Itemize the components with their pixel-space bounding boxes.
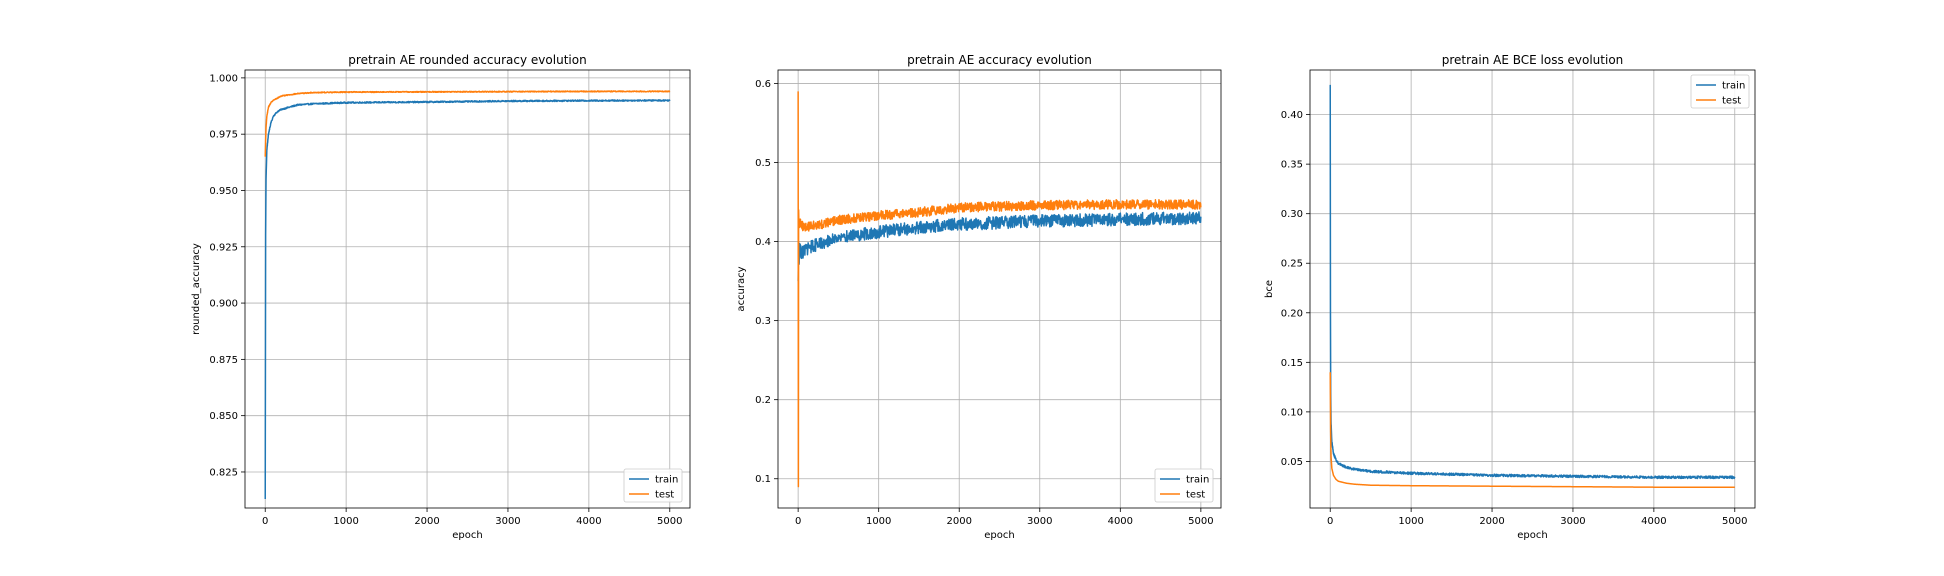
legend-label-train: train xyxy=(1186,475,1209,486)
x-tick-label: 4000 xyxy=(1641,516,1666,527)
series-line-train xyxy=(797,211,1202,282)
x-tick-label: 1000 xyxy=(866,516,891,527)
x-tick-label: 5000 xyxy=(1188,516,1213,527)
y-tick-label: 0.05 xyxy=(1281,457,1303,468)
y-axis-label: rounded_accuracy xyxy=(191,243,202,335)
y-tick-label: 0.900 xyxy=(209,299,238,310)
x-tick-label: 2000 xyxy=(1479,516,1504,527)
series-line-train xyxy=(1329,84,1736,480)
y-tick-label: 0.5 xyxy=(755,158,771,169)
y-axis-label: bce xyxy=(1264,280,1275,298)
series-line-test xyxy=(797,91,1202,488)
x-tick-label: 3000 xyxy=(495,516,520,527)
x-tick-label: 3000 xyxy=(1560,516,1585,527)
series-line-test xyxy=(1329,372,1736,488)
y-tick-label: 1.000 xyxy=(209,73,238,84)
x-axis-label: epoch xyxy=(984,530,1014,541)
legend-label-test: test xyxy=(1186,490,1205,501)
y-tick-label: 0.850 xyxy=(209,411,238,422)
series-line-train xyxy=(264,99,671,499)
x-tick-label: 4000 xyxy=(1108,516,1133,527)
x-tick-label: 2000 xyxy=(947,516,972,527)
legend-label-train: train xyxy=(1722,81,1745,92)
x-tick-label: 5000 xyxy=(657,516,682,527)
legend: train test xyxy=(1154,468,1214,503)
y-axis-label: accuracy xyxy=(736,266,747,311)
y-tick-label: 0.825 xyxy=(209,467,238,478)
x-tick-label: 2000 xyxy=(414,516,439,527)
axes-frame xyxy=(777,69,1222,509)
y-tick-label: 0.975 xyxy=(209,130,238,141)
y-tick-label: 0.35 xyxy=(1281,160,1303,171)
x-tick-label: 0 xyxy=(795,516,801,527)
chart-title: pretrain AE BCE loss evolution xyxy=(1442,53,1624,67)
axes-frame xyxy=(244,69,691,509)
x-tick-label: 5000 xyxy=(1722,516,1747,527)
x-tick-label: 0 xyxy=(1327,516,1333,527)
y-tick-label: 0.40 xyxy=(1281,110,1303,121)
y-tick-label: 0.6 xyxy=(755,79,771,90)
y-tick-label: 0.2 xyxy=(755,395,771,406)
x-axis-label: epoch xyxy=(452,530,482,541)
y-tick-label: 0.4 xyxy=(755,237,771,248)
x-tick-label: 0 xyxy=(262,516,268,527)
y-tick-label: 0.925 xyxy=(209,242,238,253)
y-tick-label: 0.30 xyxy=(1281,209,1303,220)
y-tick-label: 0.25 xyxy=(1281,259,1303,270)
y-tick-label: 0.950 xyxy=(209,186,238,197)
axes-frame xyxy=(1309,69,1756,509)
x-tick-label: 1000 xyxy=(1398,516,1423,527)
chart-title: pretrain AE accuracy evolution xyxy=(907,53,1092,67)
y-tick-label: 0.15 xyxy=(1281,358,1303,369)
legend: train test xyxy=(623,468,683,503)
chart-panel-1: 0 1000 2000 3000 4000 5000 0.825 0.850 0.875 0.90… xyxy=(191,53,691,541)
chart-panel-2: 0 1000 2000 3000 4000 5000 0.1 0.2 0.3 0.4 0.5 0.6 p… xyxy=(736,53,1222,541)
x-tick-label: 1000 xyxy=(333,516,358,527)
legend-label-test: test xyxy=(1722,96,1741,107)
legend: train test xyxy=(1690,74,1750,109)
y-tick-label: 0.20 xyxy=(1281,308,1303,319)
y-tick-label: 0.3 xyxy=(755,316,771,327)
legend-label-test: test xyxy=(655,490,674,501)
x-tick-label: 4000 xyxy=(576,516,601,527)
x-axis-label: epoch xyxy=(1517,530,1547,541)
y-tick-label: 0.10 xyxy=(1281,407,1303,418)
legend-label-train: train xyxy=(655,475,678,486)
x-tick-label: 3000 xyxy=(1027,516,1052,527)
y-tick-label: 0.1 xyxy=(755,474,771,485)
series-line-test xyxy=(264,90,671,157)
chart-title: pretrain AE rounded accuracy evolution xyxy=(348,53,586,67)
y-tick-label: 0.875 xyxy=(209,355,238,366)
chart-panel-3: 0 1000 2000 3000 4000 5000 0.05 0.10 0.15 0.20 0.2… xyxy=(1264,53,1756,541)
